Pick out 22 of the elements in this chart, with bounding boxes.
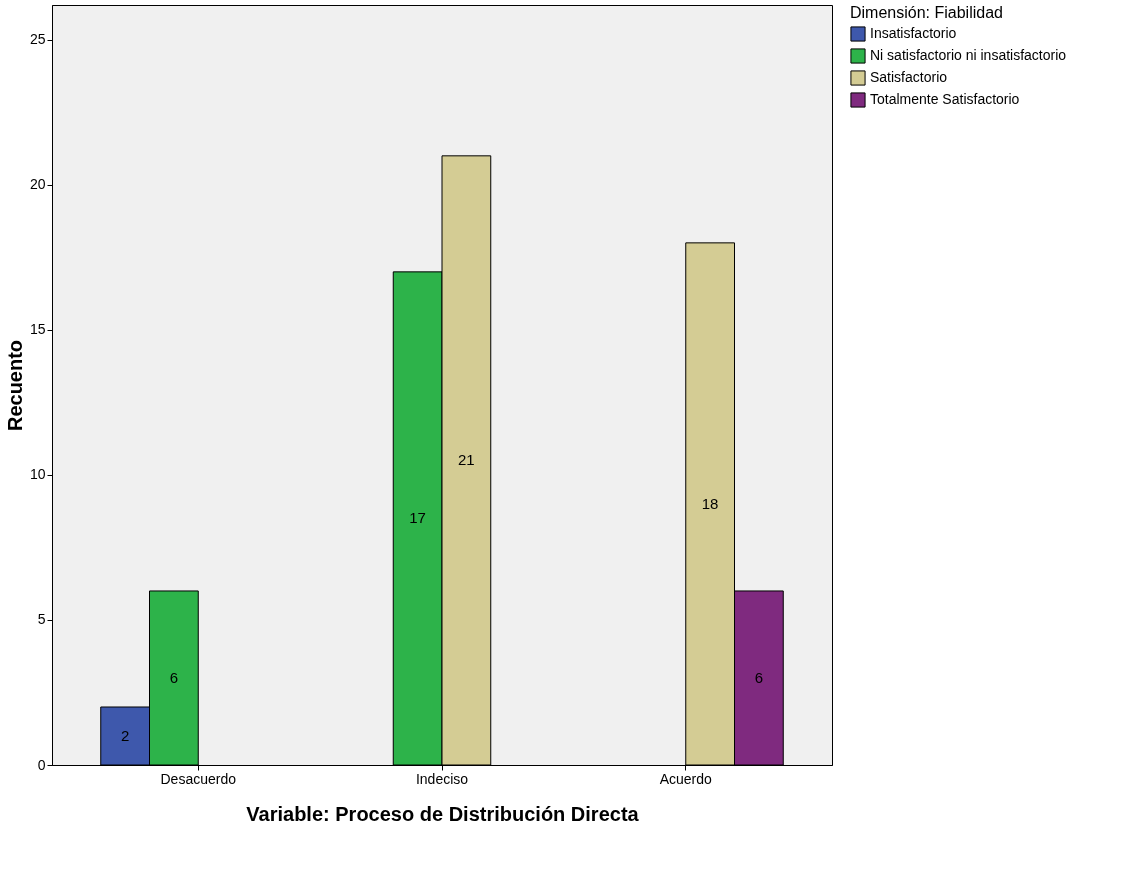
data-label: 17 bbox=[409, 509, 426, 527]
x-tick-label: Acuerdo bbox=[659, 770, 713, 787]
y-tick-label: 10 bbox=[29, 466, 46, 483]
y-tick-label: 5 bbox=[37, 611, 46, 628]
data-label: 18 bbox=[701, 494, 719, 512]
legend-label: Satisfactorio bbox=[870, 69, 948, 85]
data-label: 2 bbox=[120, 726, 130, 744]
x-axis-title: Variable: Proceso de Distribución Directa bbox=[246, 802, 640, 825]
data-label: 6 bbox=[754, 668, 764, 686]
x-tick-label: Indeciso bbox=[415, 770, 469, 787]
legend-label: Insatisfactorio bbox=[870, 25, 957, 41]
y-tick-label: 25 bbox=[29, 31, 46, 48]
legend-label: Totalmente Satisfactorio bbox=[870, 91, 1020, 107]
y-tick-label: 0 bbox=[37, 756, 46, 773]
legend-label: Ni satisfactorio ni insatisfactorio bbox=[870, 47, 1067, 63]
y-axis-title: Recuento bbox=[3, 339, 26, 432]
legend-title: Dimensión: Fiabilidad bbox=[850, 4, 1003, 21]
y-tick-label: 15 bbox=[29, 321, 46, 338]
data-label: 21 bbox=[458, 451, 475, 469]
data-label: 6 bbox=[169, 668, 179, 686]
y-tick-label: 20 bbox=[29, 176, 46, 193]
x-tick-label: Desacuerdo bbox=[160, 770, 237, 787]
